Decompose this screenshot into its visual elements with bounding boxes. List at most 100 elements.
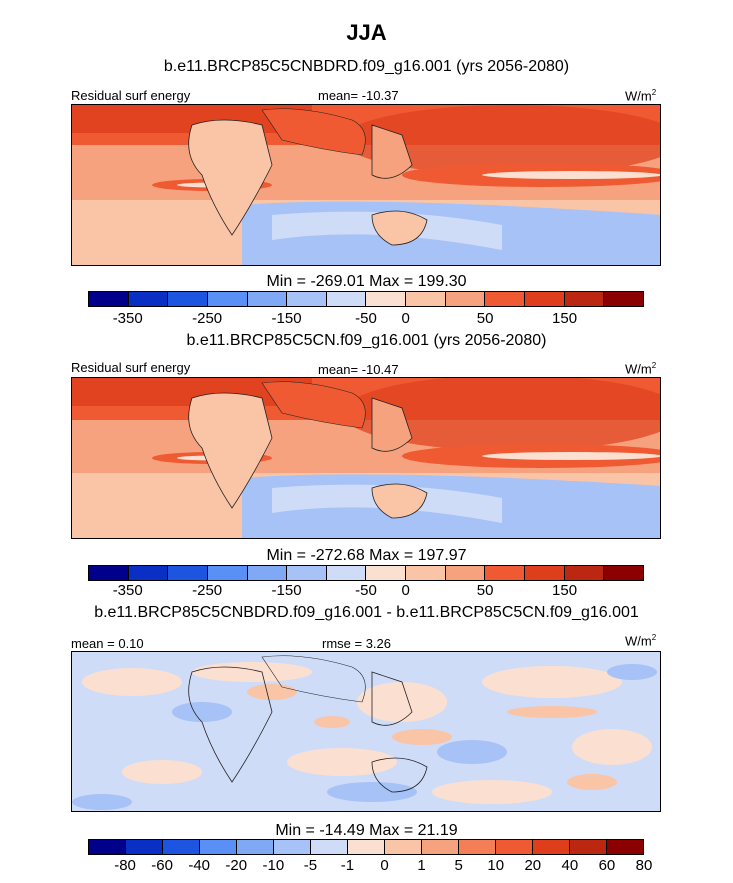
colorbar-tick-label: -50 xyxy=(355,310,377,327)
colorbar-box xyxy=(366,566,407,580)
colorbar-box xyxy=(525,292,565,306)
colorbar-box xyxy=(525,566,565,580)
colorbar-box xyxy=(406,292,446,306)
colorbar-tick-label: 0 xyxy=(401,582,410,599)
colorbar-tick-label: -350 xyxy=(112,310,143,327)
colorbar-tick-label: 50 xyxy=(476,310,494,327)
panel-1-map-svg xyxy=(72,105,660,265)
colorbar-tick-label: 5 xyxy=(454,857,463,874)
colorbar-box xyxy=(422,840,459,854)
colorbar-tick-label: -150 xyxy=(271,310,302,327)
colorbar-tick-label: -250 xyxy=(192,582,223,599)
panel-1-colorbar xyxy=(88,291,644,307)
colorbar-box xyxy=(168,292,208,306)
colorbar-tick-label: 1 xyxy=(417,857,426,874)
colorbar-tick-label: -250 xyxy=(192,310,223,327)
colorbar-box xyxy=(168,566,208,580)
colorbar-box xyxy=(163,840,200,854)
panel-2-variable-label: Residual surf energy xyxy=(71,360,191,375)
colorbar-box xyxy=(89,566,129,580)
colorbar-box xyxy=(200,840,237,854)
colorbar-tick-label: -1 xyxy=(340,857,355,874)
colorbar-tick-label: -40 xyxy=(188,857,211,874)
panel-1-min-max: Min = -269.01 Max = 199.30 xyxy=(266,273,467,290)
panel-2-mean-label: mean= -10.47 xyxy=(318,362,399,377)
panel-1-map xyxy=(71,104,661,266)
panel-2-min-max: Min = -272.68 Max = 197.97 xyxy=(266,547,467,564)
colorbar-box xyxy=(607,840,643,854)
panel-1-mean-label: mean= -10.37 xyxy=(318,88,399,103)
panel-3-map xyxy=(71,651,661,812)
panel-3-colorbar-ticks: -80 -60 -40 -20 -10 -5 -1 0 1 5 10 20 40 60 80 xyxy=(88,857,652,875)
colorbar-tick-label: -60 xyxy=(151,857,173,874)
panel-3-title: b.e11.BRCP85C5CNBDRD.f09_g16.001 - b.e11… xyxy=(94,604,639,621)
colorbar-box xyxy=(604,292,643,306)
colorbar-box xyxy=(564,566,605,580)
colorbar-tick-label: 80 xyxy=(635,857,653,874)
colorbar-box xyxy=(311,840,348,854)
colorbar-tick-label: 0 xyxy=(380,857,389,874)
colorbar-tick-label: 0 xyxy=(401,310,410,327)
colorbar-tick-label: -350 xyxy=(112,582,143,599)
panel-3-rmse-label: rmse = 3.26 xyxy=(322,636,392,651)
colorbar-box xyxy=(485,566,526,580)
panel-2-title: b.e11.BRCP85C5CN.f09_g16.001 (yrs 2056-2… xyxy=(186,332,547,349)
colorbar-box xyxy=(604,566,643,580)
colorbar-box xyxy=(128,292,169,306)
colorbar-box xyxy=(89,840,126,854)
colorbar-box xyxy=(570,840,607,854)
colorbar-box xyxy=(247,292,288,306)
main-title: JJA xyxy=(346,20,387,45)
colorbar-box xyxy=(126,840,163,854)
panel-3-min-max: Min = -14.49 Max = 21.19 xyxy=(275,822,458,839)
panel-3-mean-label: mean = 0.10 xyxy=(71,636,144,651)
colorbar-box xyxy=(385,840,422,854)
panel-2-colorbar xyxy=(88,565,644,581)
colorbar-tick-label: -10 xyxy=(262,857,285,874)
colorbar-box xyxy=(445,566,486,580)
colorbar-box xyxy=(89,292,129,306)
colorbar-tick-label: 50 xyxy=(476,582,494,599)
colorbar-tick-label: 40 xyxy=(561,857,579,874)
panel-2-map xyxy=(71,377,661,539)
panel-1-variable-label: Residual surf energy xyxy=(71,88,191,103)
colorbar-box xyxy=(326,292,367,306)
colorbar-tick-label: 10 xyxy=(487,857,505,874)
colorbar-tick-label: -150 xyxy=(271,582,302,599)
colorbar-box xyxy=(207,566,248,580)
colorbar-tick-label: 150 xyxy=(552,582,578,599)
colorbar-box xyxy=(564,292,605,306)
colorbar-tick-label: 60 xyxy=(598,857,616,874)
colorbar-box xyxy=(533,840,570,854)
colorbar-tick-label: -50 xyxy=(355,582,377,599)
colorbar-box xyxy=(459,840,496,854)
colorbar-box xyxy=(128,566,169,580)
colorbar-box xyxy=(485,292,526,306)
colorbar-tick-label: -80 xyxy=(114,857,136,874)
colorbar-box xyxy=(326,566,367,580)
panel-1-units: W/m2 xyxy=(625,88,657,104)
colorbar-box xyxy=(406,566,446,580)
colorbar-tick-label: -5 xyxy=(303,857,318,874)
colorbar-tick-label: 20 xyxy=(524,857,542,874)
colorbar-box xyxy=(247,566,288,580)
panel-3-units: W/m2 xyxy=(625,633,657,649)
colorbar-box xyxy=(445,292,486,306)
colorbar-box xyxy=(287,292,327,306)
colorbar-box xyxy=(287,566,327,580)
colorbar-box xyxy=(274,840,311,854)
panel-1-colorbar-ticks: -350 -250 -150 -50 0 50 150 xyxy=(88,310,644,328)
panel-3-colorbar xyxy=(88,839,644,855)
colorbar-tick-label: -20 xyxy=(225,857,248,874)
panel-1-title: b.e11.BRCP85C5CNBDRD.f09_g16.001 (yrs 20… xyxy=(163,58,570,75)
panel-3-map-svg xyxy=(72,652,660,811)
colorbar-tick-label: 150 xyxy=(552,310,578,327)
colorbar-box xyxy=(237,840,274,854)
panel-2-units: W/m2 xyxy=(625,361,657,377)
colorbar-box xyxy=(207,292,248,306)
colorbar-box xyxy=(496,840,533,854)
colorbar-box xyxy=(366,292,407,306)
panel-2-map-svg xyxy=(72,378,660,538)
panel-2-colorbar-ticks: -350 -250 -150 -50 0 50 150 xyxy=(88,582,644,600)
colorbar-box xyxy=(348,840,385,854)
